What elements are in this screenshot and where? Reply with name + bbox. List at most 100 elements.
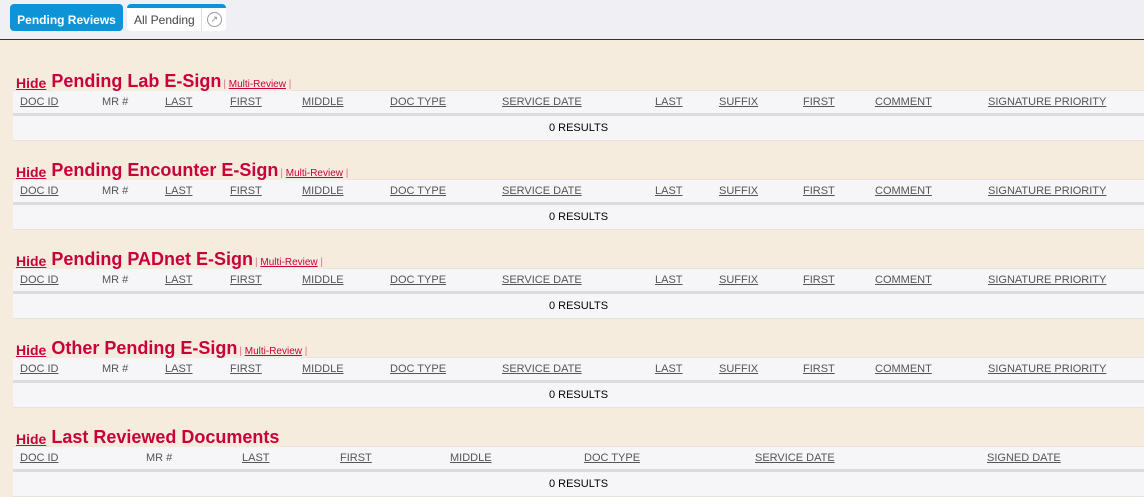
column-header[interactable]: LAST bbox=[158, 358, 223, 383]
section-header: Hide Pending Encounter E-Sign | Multi-Re… bbox=[13, 159, 1144, 180]
column-header[interactable]: COMMENT bbox=[868, 180, 981, 205]
section-title: Other Pending E-Sign bbox=[51, 338, 240, 358]
results-table: DOC ID MR # LAST FIRST MIDDLE DOC TYPE SERVICE… bbox=[13, 269, 1144, 319]
column-header[interactable]: SIGNED DATE bbox=[980, 447, 1144, 472]
column-header[interactable]: FIRST bbox=[796, 180, 868, 205]
section-title: Pending PADnet E-Sign bbox=[51, 249, 256, 269]
column-header[interactable]: SUFFIX bbox=[712, 358, 796, 383]
section-header: Hide Pending Lab E-Sign | Multi-Review | bbox=[13, 70, 1144, 91]
column-header[interactable]: DOC TYPE bbox=[383, 180, 495, 205]
column-header[interactable]: SUFFIX bbox=[712, 180, 796, 205]
results-row: 0 RESULTS bbox=[13, 292, 1144, 319]
column-header[interactable]: SERVICE DATE bbox=[748, 447, 980, 472]
tab-pending-reviews[interactable]: Pending Reviews bbox=[10, 4, 123, 31]
column-header: MR # bbox=[95, 91, 158, 116]
column-header[interactable]: FIRST bbox=[796, 269, 868, 294]
section-title: Pending Lab E-Sign bbox=[51, 71, 224, 91]
results-count: 0 RESULTS bbox=[13, 381, 1144, 408]
hide-link[interactable]: Hide bbox=[16, 342, 47, 358]
column-header: MR # bbox=[95, 180, 158, 205]
column-header[interactable]: COMMENT bbox=[868, 269, 981, 294]
column-header[interactable]: SERVICE DATE bbox=[495, 269, 648, 294]
results-row: 0 RESULTS bbox=[13, 203, 1144, 230]
column-header[interactable]: FIRST bbox=[796, 91, 868, 116]
hide-link[interactable]: Hide bbox=[16, 75, 47, 91]
section-pending-lab-e-sign: Hide Pending Lab E-Sign | Multi-Review |… bbox=[13, 70, 1144, 141]
column-header[interactable]: SUFFIX bbox=[712, 269, 796, 294]
hide-link[interactable]: Hide bbox=[16, 164, 47, 180]
column-header[interactable]: SERVICE DATE bbox=[495, 358, 648, 383]
column-header[interactable]: LAST bbox=[648, 358, 712, 383]
column-header[interactable]: LAST bbox=[648, 269, 712, 294]
section-pending-encounter-e-sign: Hide Pending Encounter E-Sign | Multi-Re… bbox=[13, 159, 1144, 230]
results-count: 0 RESULTS bbox=[13, 203, 1144, 230]
column-header[interactable]: FIRST bbox=[223, 180, 295, 205]
column-header[interactable]: SIGNATURE PRIORITY bbox=[981, 269, 1144, 294]
results-row: 0 RESULTS bbox=[13, 114, 1144, 141]
results-count: 0 RESULTS bbox=[13, 114, 1144, 141]
results-table: DOC ID MR # LAST FIRST MIDDLE DOC TYPE SERVICE… bbox=[13, 358, 1144, 408]
column-header[interactable]: DOC ID bbox=[13, 447, 139, 472]
open-external-icon[interactable]: ↗ bbox=[206, 12, 222, 27]
column-header: MR # bbox=[95, 269, 158, 294]
column-header[interactable]: MIDDLE bbox=[295, 180, 383, 205]
tab-all-pending[interactable]: All Pending ↗ bbox=[127, 4, 226, 31]
column-header[interactable]: DOC ID bbox=[13, 358, 95, 383]
section-title: Pending Encounter E-Sign bbox=[51, 160, 281, 180]
column-header[interactable]: MIDDLE bbox=[443, 447, 577, 472]
hide-link[interactable]: Hide bbox=[16, 431, 47, 447]
column-header[interactable]: COMMENT bbox=[868, 358, 981, 383]
results-table: DOC ID MR # LAST FIRST MIDDLE DOC TYPE SERVICE… bbox=[13, 180, 1144, 230]
column-header[interactable]: SERVICE DATE bbox=[495, 91, 648, 116]
column-header: MR # bbox=[139, 447, 235, 472]
section-header: Hide Other Pending E-Sign | Multi-Review… bbox=[13, 337, 1144, 358]
column-header[interactable]: DOC ID bbox=[13, 91, 95, 116]
multi-review-link[interactable]: Multi-Review bbox=[228, 79, 286, 90]
column-header[interactable]: MIDDLE bbox=[295, 269, 383, 294]
column-header[interactable]: DOC TYPE bbox=[383, 358, 495, 383]
multi-review-link[interactable]: Multi-Review bbox=[260, 257, 318, 268]
column-header[interactable]: SIGNATURE PRIORITY bbox=[981, 358, 1144, 383]
column-header[interactable]: FIRST bbox=[223, 269, 295, 294]
column-header[interactable]: MIDDLE bbox=[295, 91, 383, 116]
tab-label: All Pending bbox=[127, 8, 202, 31]
column-header[interactable]: FIRST bbox=[333, 447, 443, 472]
column-header[interactable]: DOC TYPE bbox=[383, 91, 495, 116]
table-header-row: DOC ID MR # LAST FIRST MIDDLE DOC TYPE SERVICE… bbox=[13, 447, 1144, 472]
multi-review-link[interactable]: Multi-Review bbox=[244, 346, 302, 357]
column-header[interactable]: DOC ID bbox=[13, 180, 95, 205]
multi-review-link[interactable]: Multi-Review bbox=[285, 168, 343, 179]
column-header[interactable]: LAST bbox=[158, 91, 223, 116]
column-header[interactable]: FIRST bbox=[796, 358, 868, 383]
table-header-row: DOC ID MR # LAST FIRST MIDDLE DOC TYPE SERVICE… bbox=[13, 358, 1144, 383]
table-header-row: DOC ID MR # LAST FIRST MIDDLE DOC TYPE SERVICE… bbox=[13, 180, 1144, 205]
column-header[interactable]: LAST bbox=[648, 91, 712, 116]
column-header[interactable]: LAST bbox=[648, 180, 712, 205]
section-pending-padnet-e-sign: Hide Pending PADnet E-Sign | Multi-Revie… bbox=[13, 248, 1144, 319]
column-header[interactable]: DOC TYPE bbox=[383, 269, 495, 294]
column-header[interactable]: SIGNATURE PRIORITY bbox=[981, 91, 1144, 116]
column-header[interactable]: SERVICE DATE bbox=[495, 180, 648, 205]
column-header[interactable]: LAST bbox=[158, 269, 223, 294]
column-header[interactable]: COMMENT bbox=[868, 91, 981, 116]
column-header[interactable]: DOC TYPE bbox=[577, 447, 748, 472]
column-header[interactable]: SIGNATURE PRIORITY bbox=[981, 180, 1144, 205]
section-header: Hide Last Reviewed Documents bbox=[13, 426, 1144, 447]
multi-review-links: | Multi-Review | bbox=[255, 257, 324, 269]
column-header[interactable]: LAST bbox=[158, 180, 223, 205]
tab-label: Pending Reviews bbox=[17, 12, 116, 27]
column-header[interactable]: LAST bbox=[235, 447, 333, 472]
table-header-row: DOC ID MR # LAST FIRST MIDDLE DOC TYPE SERVICE… bbox=[13, 91, 1144, 116]
top-tab-bar: Pending Reviews All Pending ↗ bbox=[0, 0, 1144, 40]
column-header[interactable]: DOC ID bbox=[13, 269, 95, 294]
section-last-reviewed-documents: Hide Last Reviewed Documents DOC ID MR # LA… bbox=[13, 426, 1144, 497]
results-row: 0 RESULTS bbox=[13, 381, 1144, 408]
column-header[interactable]: SUFFIX bbox=[712, 91, 796, 116]
multi-review-links: | Multi-Review | bbox=[239, 346, 308, 358]
results-table: DOC ID MR # LAST FIRST MIDDLE DOC TYPE SERVICE… bbox=[13, 91, 1144, 141]
column-header[interactable]: MIDDLE bbox=[295, 358, 383, 383]
hide-link[interactable]: Hide bbox=[16, 253, 47, 269]
column-header[interactable]: FIRST bbox=[223, 91, 295, 116]
column-header[interactable]: FIRST bbox=[223, 358, 295, 383]
multi-review-links: | Multi-Review | bbox=[280, 168, 349, 180]
